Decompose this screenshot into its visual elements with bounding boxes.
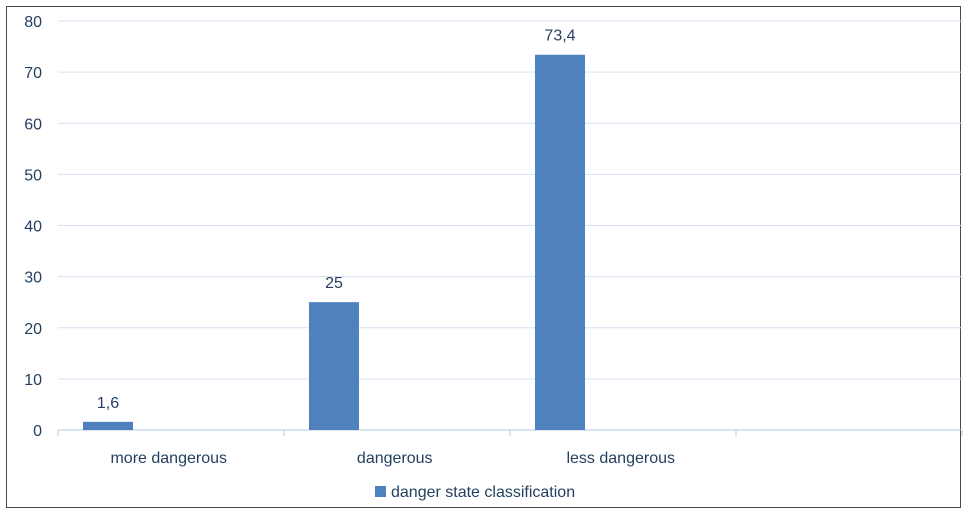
data-label: 25 [325, 275, 343, 292]
bar [309, 302, 359, 430]
category-label: more dangerous [110, 450, 227, 467]
y-tick-label: 40 [24, 219, 42, 236]
y-tick-label: 60 [24, 116, 42, 133]
chart-frame [6, 6, 961, 508]
data-label: 1,6 [97, 395, 119, 412]
y-tick-label: 20 [24, 321, 42, 338]
data-labels: 1,6 25 73,4 [97, 28, 576, 412]
legend-label: danger state classification [391, 484, 575, 501]
bar [83, 421, 133, 430]
y-tick-label: 30 [24, 270, 42, 287]
gridlines [57, 20, 963, 436]
bars [83, 54, 585, 431]
legend: danger state classification [375, 484, 575, 501]
data-label: 73,4 [544, 28, 575, 45]
category-label: dangerous [357, 450, 433, 467]
category-label: less dangerous [566, 450, 675, 467]
x-axis-categories: more dangerous dangerous less dangerous [110, 450, 675, 467]
y-tick-label: 0 [33, 423, 42, 440]
y-axis-ticks: 0 10 20 30 40 50 60 70 80 [24, 14, 42, 440]
y-tick-label: 10 [24, 372, 42, 389]
y-tick-label: 70 [24, 65, 42, 82]
y-tick-label: 50 [24, 167, 42, 184]
bar [535, 54, 585, 431]
legend-swatch [375, 486, 386, 497]
y-tick-label: 80 [24, 14, 42, 31]
